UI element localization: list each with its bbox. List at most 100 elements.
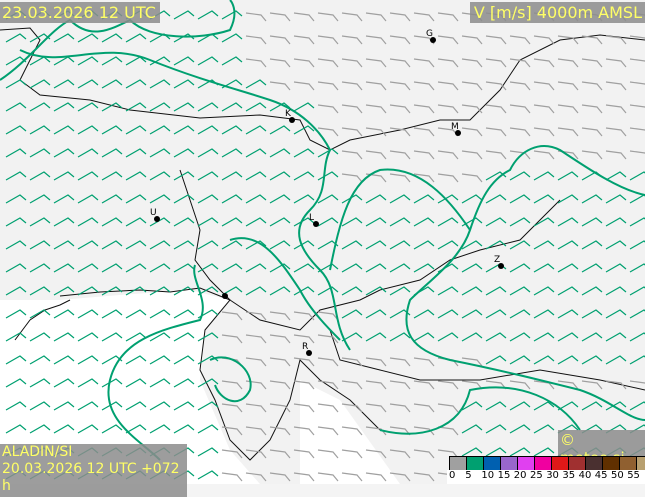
wind-barb <box>389 472 411 482</box>
wind-barb <box>389 35 411 45</box>
wind-barb <box>605 332 627 342</box>
wind-barb <box>461 194 483 204</box>
wind-barb <box>629 35 645 39</box>
wind-barb <box>149 286 171 296</box>
wind-barb <box>221 125 243 135</box>
wind-barb <box>149 263 171 273</box>
wind-barb <box>221 240 243 250</box>
wind-barb <box>557 286 579 296</box>
wind-barb <box>413 127 435 137</box>
city-dot <box>289 117 295 123</box>
wind-barb <box>509 332 531 342</box>
wind-barb <box>533 332 555 342</box>
wind-barb <box>173 79 195 89</box>
wind-barb <box>293 194 315 204</box>
wind-barb <box>581 401 603 411</box>
wind-barb <box>101 56 123 66</box>
wind-barb <box>509 424 531 434</box>
wind-barb <box>341 263 363 273</box>
wind-barb <box>461 35 483 45</box>
wind-barb <box>509 58 531 68</box>
wind-barb <box>317 334 339 344</box>
wind-barb <box>365 12 387 22</box>
wind-barb <box>581 286 603 296</box>
wind-barb <box>389 150 411 160</box>
wind-barb <box>77 148 99 158</box>
wind-barb <box>485 447 507 457</box>
city-label: R <box>302 342 308 352</box>
wind-barb <box>149 171 171 181</box>
wind-barb <box>173 194 195 204</box>
wind-barb <box>413 194 435 204</box>
wind-barb <box>197 125 219 135</box>
wind-barb <box>125 424 147 434</box>
wind-barb <box>269 194 291 204</box>
wind-barb <box>389 173 411 183</box>
wind-barb <box>317 449 339 459</box>
wind-barb <box>605 309 627 319</box>
wind-barb <box>149 424 171 434</box>
wind-barb <box>149 355 171 365</box>
wind-barb <box>485 332 507 342</box>
wind-barb <box>341 449 363 459</box>
wind-barb <box>101 217 123 227</box>
legend-tick: 20 <box>513 470 527 481</box>
wind-barb <box>149 332 171 342</box>
wind-barb <box>413 380 435 390</box>
wind-barb <box>221 33 243 43</box>
wind-barb <box>389 403 411 413</box>
wind-barb <box>5 286 27 296</box>
wind-barb <box>221 10 243 20</box>
wind-barb <box>5 217 27 227</box>
legend-swatch <box>449 456 467 471</box>
wind-barb <box>581 380 603 390</box>
wind-barb <box>629 309 645 319</box>
wind-barb <box>77 401 99 411</box>
wind-barb <box>509 171 531 181</box>
wind-barb <box>269 263 291 273</box>
wind-barb <box>173 240 195 250</box>
wind-barb <box>533 58 555 68</box>
wind-barb <box>221 449 243 459</box>
wind-barb <box>269 403 291 413</box>
wind-barb <box>293 286 315 296</box>
wind-barb <box>605 150 627 160</box>
wind-barb <box>485 424 507 434</box>
city-dot <box>455 130 461 136</box>
wind-barb <box>149 378 171 388</box>
wind-barb <box>389 309 411 319</box>
wind-barb <box>533 150 555 160</box>
wind-barb <box>317 171 339 181</box>
wind-barb <box>197 378 219 388</box>
wind-barb <box>197 401 219 411</box>
wind-barb <box>581 150 603 160</box>
legend-tick: 40 <box>578 470 592 481</box>
wind-barb <box>245 171 267 181</box>
city-label: L <box>309 213 314 223</box>
wind-barb <box>101 332 123 342</box>
wind-barb <box>77 33 99 43</box>
wind-barb <box>605 263 627 273</box>
wind-barb <box>245 194 267 204</box>
wind-barb <box>341 472 363 482</box>
wind-barb <box>149 148 171 158</box>
wind-barb <box>317 403 339 413</box>
wind-barb <box>197 263 219 273</box>
wind-barb <box>125 194 147 204</box>
wind-barb <box>581 35 603 45</box>
wind-barb <box>29 286 51 296</box>
wind-barb <box>365 309 387 319</box>
wind-barb <box>437 35 459 45</box>
wind-barb <box>413 12 435 22</box>
wind-barb <box>509 286 531 296</box>
wind-barb <box>629 286 645 296</box>
legend-ticks: 0 5 10 15 20 25 30 35 40 45 50 55 <box>447 470 645 484</box>
legend-swatch <box>602 456 620 471</box>
wind-barb <box>245 334 267 344</box>
wind-barb <box>197 194 219 204</box>
wind-barb <box>293 334 315 344</box>
wind-barb <box>245 125 267 135</box>
wind-barb <box>485 355 507 365</box>
wind-barb <box>5 33 27 43</box>
wind-barb <box>365 403 387 413</box>
